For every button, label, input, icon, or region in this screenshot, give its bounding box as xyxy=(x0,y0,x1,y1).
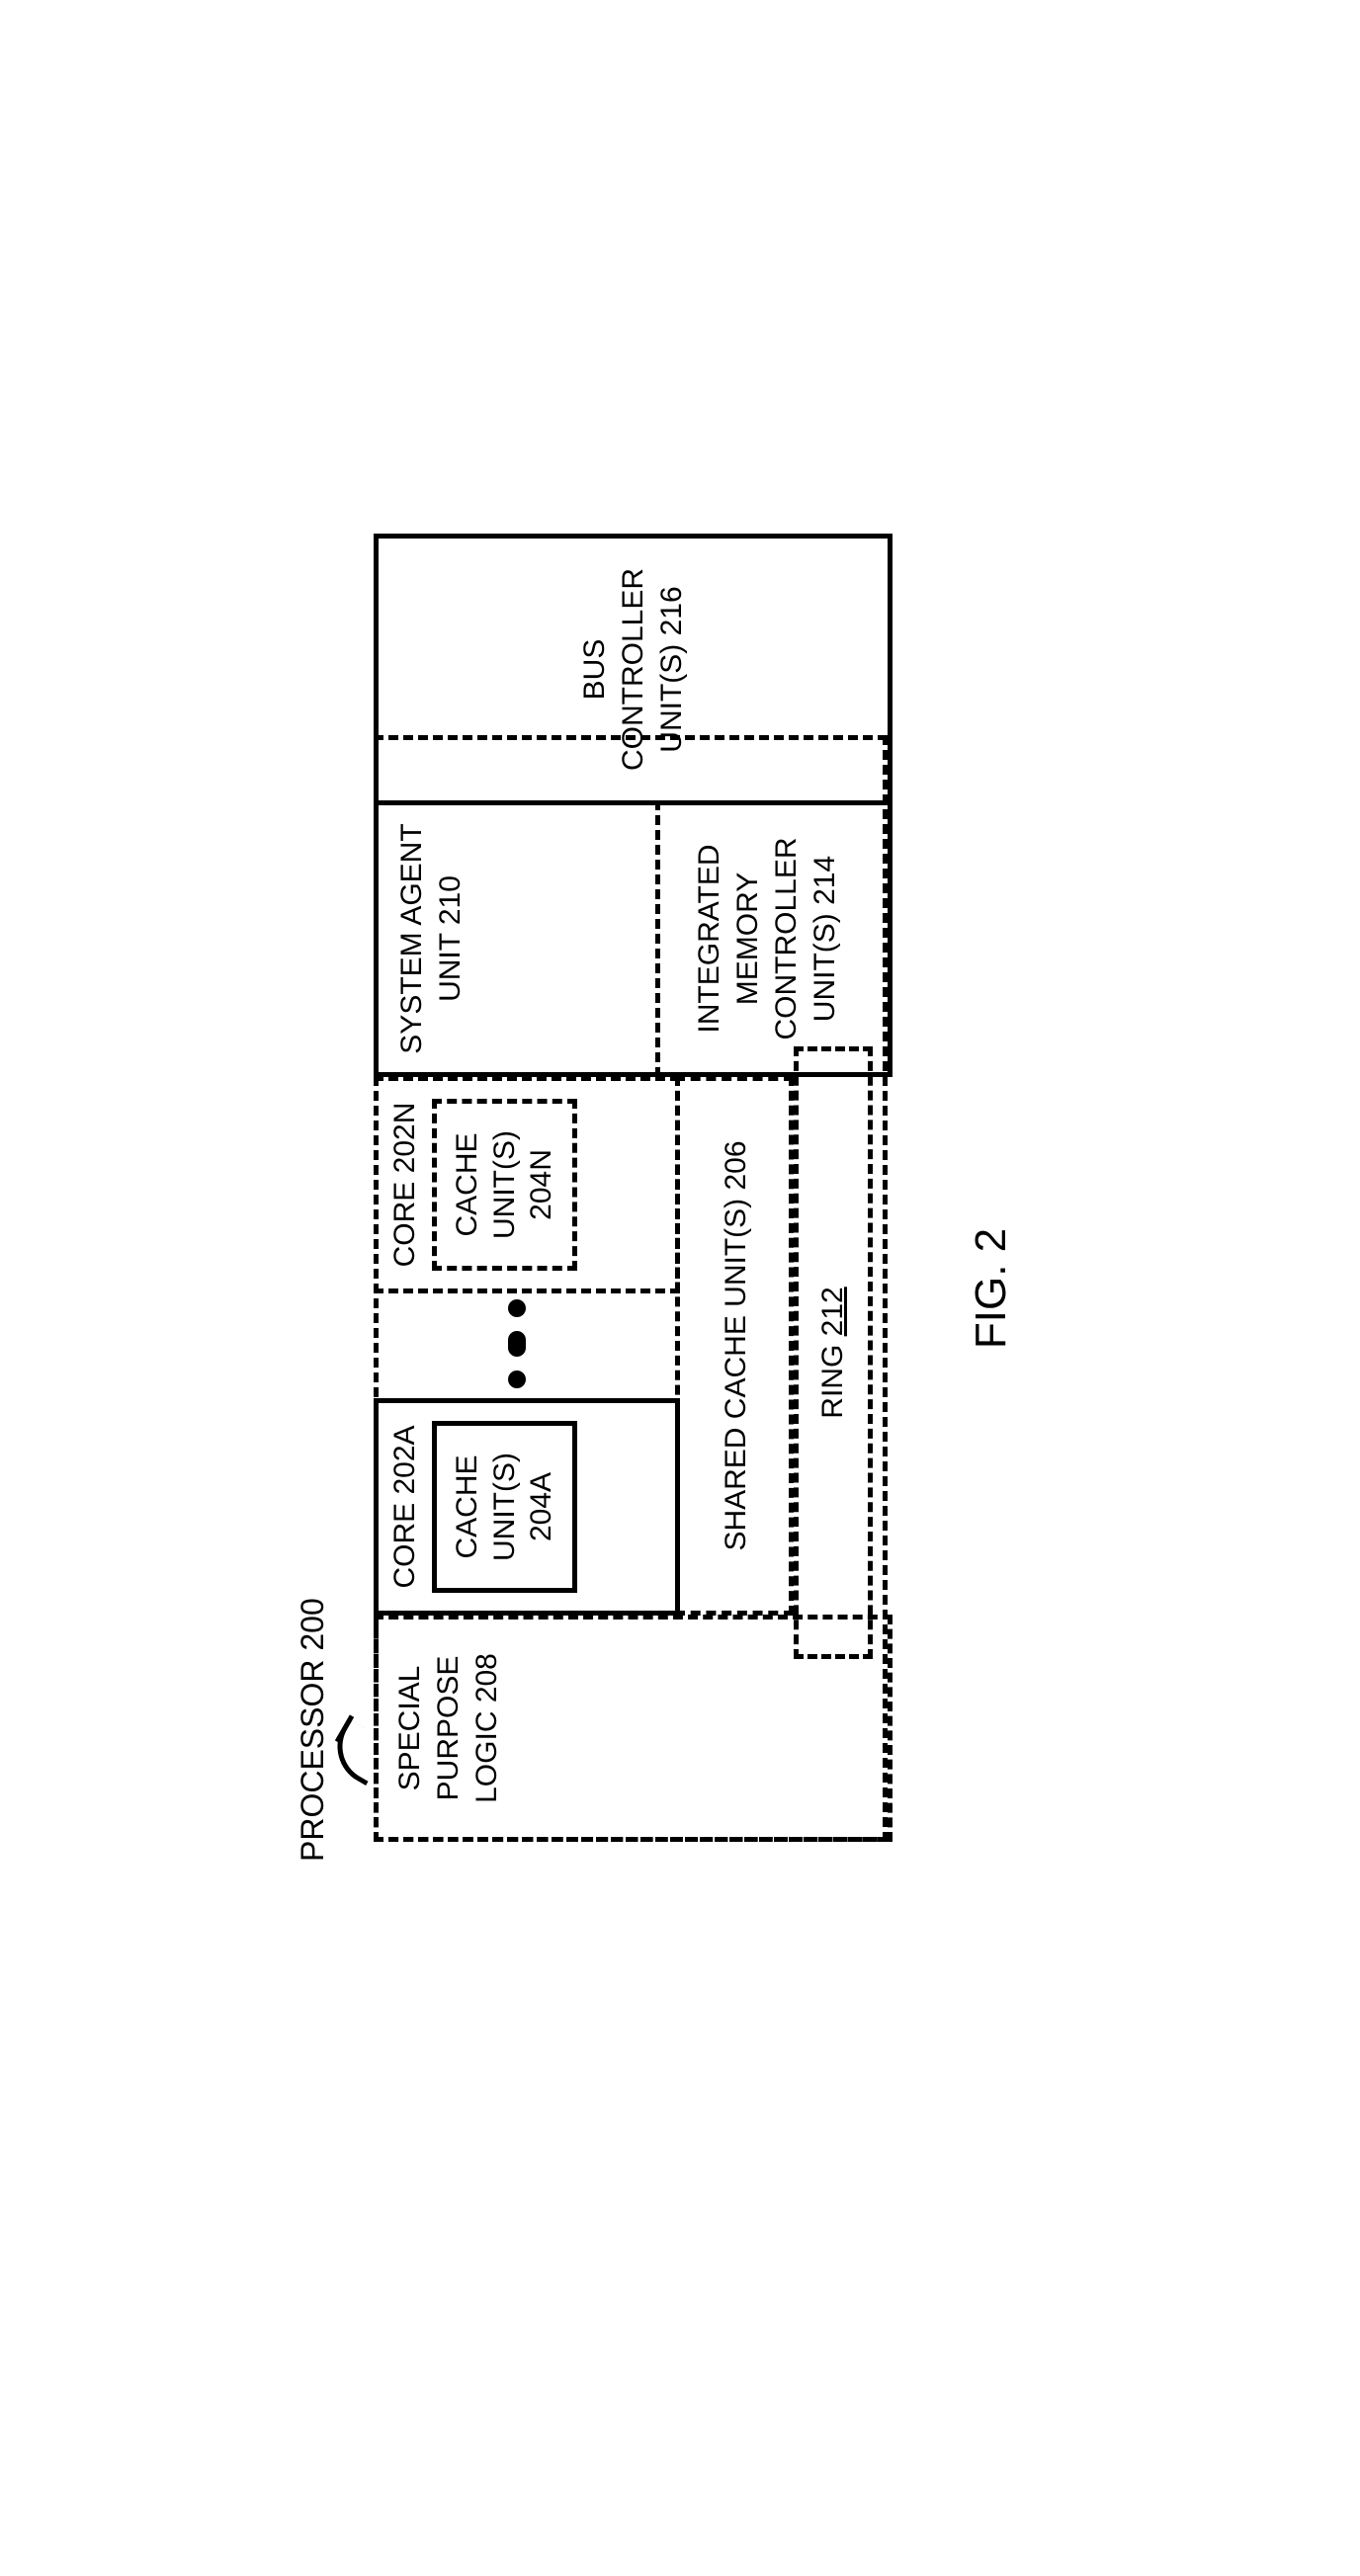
imc-1: INTEGRATED xyxy=(693,844,725,1033)
figure-label: FIG. 2 xyxy=(967,597,1016,1980)
sp-line1: SPECIAL xyxy=(393,1665,426,1790)
shared-cache-block: SHARED CACHE UNIT(S) 206 xyxy=(675,1076,794,1616)
ring-num: 212 xyxy=(816,1287,849,1336)
cache-a-3: 204A xyxy=(525,1471,557,1540)
dot-icon xyxy=(508,1299,526,1317)
sys-2: UNIT 210 xyxy=(434,875,467,1002)
bus-1: BUS xyxy=(578,638,611,700)
sp-line2: PURPOSE xyxy=(432,1655,465,1800)
ring-prefix: RING xyxy=(816,1336,849,1418)
processor-label: PROCESSOR 200 xyxy=(295,1598,331,1862)
ellipsis-icon xyxy=(507,1299,527,1388)
system-agent-block: SYSTEM AGENT UNIT 210 INTEGRATED MEMORY … xyxy=(374,800,892,1077)
imc-3: CONTROLLER xyxy=(770,837,803,1039)
cache-n-1: CACHE xyxy=(451,1132,483,1236)
imc-2: MEMORY xyxy=(731,872,764,1004)
bus-2: CONTROLLER xyxy=(617,567,649,770)
dot-icon xyxy=(508,1331,526,1357)
integrated-memory-controller-block: INTEGRATED MEMORY CONTROLLER UNIT(S) 214 xyxy=(655,800,892,1077)
core-a-label: CORE 202A xyxy=(388,1425,421,1588)
cache-a-2: UNIT(S) xyxy=(488,1453,521,1561)
cache-n-3: 204N xyxy=(525,1149,557,1220)
core-n-label: CORE 202N xyxy=(388,1102,421,1267)
diagram-canvas: PROCESSOR 200 SPECIAL PURPOSE LOGIC 208 … xyxy=(235,597,1125,1980)
sys-1: SYSTEM AGENT xyxy=(395,823,428,1053)
cache-n-2: UNIT(S) xyxy=(488,1130,521,1239)
shared-label: SHARED CACHE UNIT(S) 206 xyxy=(720,1140,752,1550)
bus-3: UNIT(S) 216 xyxy=(655,586,688,752)
core-a-block: CORE 202A CACHE UNIT(S) 204A xyxy=(374,1398,680,1616)
cache-n-block: CACHE UNIT(S) 204N xyxy=(432,1099,577,1271)
bus-controller-block: BUS CONTROLLER UNIT(S) 216 xyxy=(374,534,892,805)
core-n-block: CORE 202N CACHE UNIT(S) 204N xyxy=(374,1076,680,1293)
cache-a-block: CACHE UNIT(S) 204A xyxy=(432,1421,577,1593)
cache-a-1: CACHE xyxy=(451,1454,483,1558)
processor-outline: SPECIAL PURPOSE LOGIC 208 CORE 202A CACH… xyxy=(374,735,888,1842)
imc-4: UNIT(S) 214 xyxy=(808,855,841,1021)
ring-block: RING 212 xyxy=(794,1046,873,1659)
dot-icon xyxy=(508,1371,526,1388)
sp-line3: LOGIC 208 xyxy=(470,1653,503,1803)
